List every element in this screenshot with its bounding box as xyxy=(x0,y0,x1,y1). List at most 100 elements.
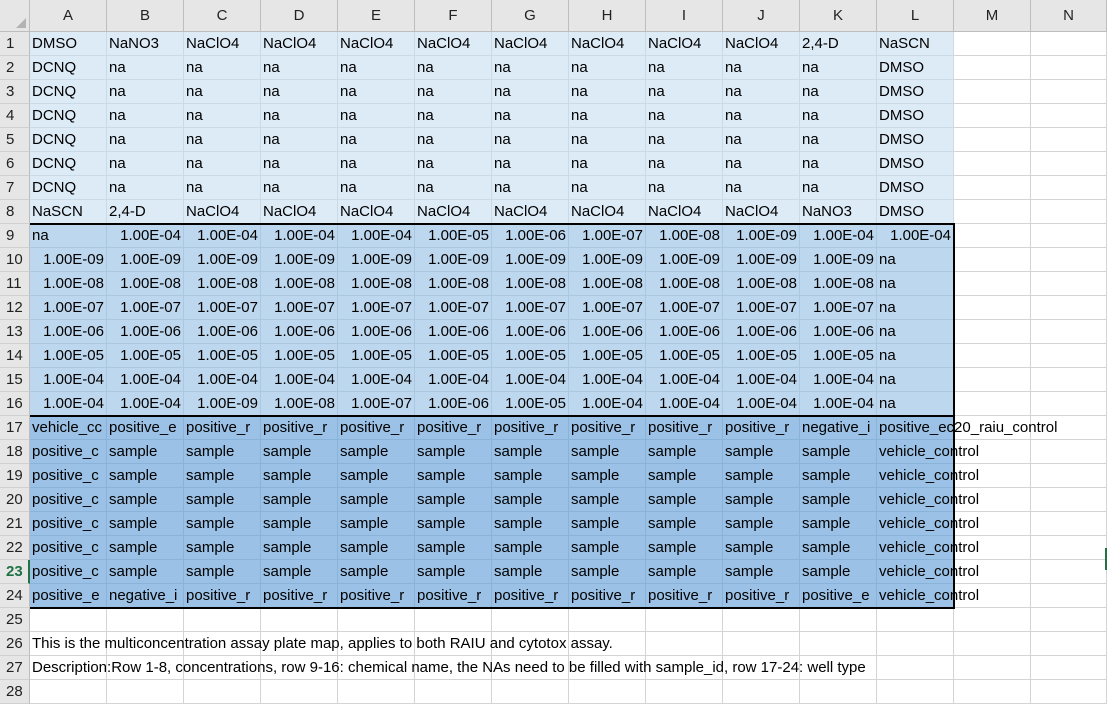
cell-k4[interactable]: na xyxy=(800,104,877,128)
cell-l13[interactable]: na xyxy=(877,320,954,344)
cell-e24[interactable]: positive_r xyxy=(338,584,415,608)
cell-a28[interactable] xyxy=(30,680,107,704)
cell-b1[interactable]: NaNO3 xyxy=(107,32,184,56)
row-header-12[interactable]: 12 xyxy=(0,296,30,320)
cell-j4[interactable]: na xyxy=(723,104,800,128)
cell-d24[interactable]: positive_r xyxy=(261,584,338,608)
cell-c3[interactable]: na xyxy=(184,80,261,104)
cell-b6[interactable]: na xyxy=(107,152,184,176)
cell-f15[interactable]: 1.00E-04 xyxy=(415,368,492,392)
cell-f13[interactable]: 1.00E-06 xyxy=(415,320,492,344)
cell-b17[interactable]: positive_e xyxy=(107,416,184,440)
cell-m28[interactable] xyxy=(954,680,1031,704)
cell-k3[interactable]: na xyxy=(800,80,877,104)
cell-a14[interactable]: 1.00E-05 xyxy=(30,344,107,368)
row-header-16[interactable]: 16 xyxy=(0,392,30,416)
cell-e10[interactable]: 1.00E-09 xyxy=(338,248,415,272)
cell-l5[interactable]: DMSO xyxy=(877,128,954,152)
cell-f25[interactable] xyxy=(415,608,492,632)
cell-n28[interactable] xyxy=(1031,680,1107,704)
cell-n10[interactable] xyxy=(1031,248,1107,272)
cell-m1[interactable] xyxy=(954,32,1031,56)
cell-l6[interactable]: DMSO xyxy=(877,152,954,176)
cell-l16[interactable]: na xyxy=(877,392,954,416)
cell-g27[interactable] xyxy=(492,656,569,680)
cell-i1[interactable]: NaClO4 xyxy=(646,32,723,56)
cell-l3[interactable]: DMSO xyxy=(877,80,954,104)
row-header-18[interactable]: 18 xyxy=(0,440,30,464)
cell-b27[interactable] xyxy=(107,656,184,680)
cell-d19[interactable]: sample xyxy=(261,464,338,488)
cell-h22[interactable]: sample xyxy=(569,536,646,560)
column-header-g[interactable]: G xyxy=(492,0,569,32)
cell-f1[interactable]: NaClO4 xyxy=(415,32,492,56)
cell-b20[interactable]: sample xyxy=(107,488,184,512)
cell-i2[interactable]: na xyxy=(646,56,723,80)
cell-m3[interactable] xyxy=(954,80,1031,104)
cell-i23[interactable]: sample xyxy=(646,560,723,584)
cell-k27[interactable] xyxy=(800,656,877,680)
cell-h14[interactable]: 1.00E-05 xyxy=(569,344,646,368)
row-header-25[interactable]: 25 xyxy=(0,608,30,632)
cell-a7[interactable]: DCNQ xyxy=(30,176,107,200)
cell-n8[interactable] xyxy=(1031,200,1107,224)
cell-e19[interactable]: sample xyxy=(338,464,415,488)
row-header-10[interactable]: 10 xyxy=(0,248,30,272)
cell-l27[interactable] xyxy=(877,656,954,680)
cell-i27[interactable] xyxy=(646,656,723,680)
cell-f19[interactable]: sample xyxy=(415,464,492,488)
cell-a2[interactable]: DCNQ xyxy=(30,56,107,80)
cell-i22[interactable]: sample xyxy=(646,536,723,560)
cell-m24[interactable] xyxy=(954,584,1031,608)
cell-a21[interactable]: positive_c xyxy=(30,512,107,536)
cell-k19[interactable]: sample xyxy=(800,464,877,488)
cell-n12[interactable] xyxy=(1031,296,1107,320)
cell-g28[interactable] xyxy=(492,680,569,704)
cell-g2[interactable]: na xyxy=(492,56,569,80)
cell-l28[interactable] xyxy=(877,680,954,704)
cell-a11[interactable]: 1.00E-08 xyxy=(30,272,107,296)
cell-f17[interactable]: positive_r xyxy=(415,416,492,440)
cell-c13[interactable]: 1.00E-06 xyxy=(184,320,261,344)
cell-i12[interactable]: 1.00E-07 xyxy=(646,296,723,320)
cell-h17[interactable]: positive_r xyxy=(569,416,646,440)
cell-n21[interactable] xyxy=(1031,512,1107,536)
cell-e6[interactable]: na xyxy=(338,152,415,176)
cell-f9[interactable]: 1.00E-05 xyxy=(415,224,492,248)
cell-a4[interactable]: DCNQ xyxy=(30,104,107,128)
cell-h16[interactable]: 1.00E-04 xyxy=(569,392,646,416)
cell-b3[interactable]: na xyxy=(107,80,184,104)
cell-f11[interactable]: 1.00E-08 xyxy=(415,272,492,296)
cell-e4[interactable]: na xyxy=(338,104,415,128)
cell-j17[interactable]: positive_r xyxy=(723,416,800,440)
cell-j20[interactable]: sample xyxy=(723,488,800,512)
cell-k23[interactable]: sample xyxy=(800,560,877,584)
cell-g24[interactable]: positive_r xyxy=(492,584,569,608)
column-header-f[interactable]: F xyxy=(415,0,492,32)
cell-a9[interactable]: na xyxy=(30,224,107,248)
cell-l20[interactable]: vehicle_control xyxy=(877,488,979,512)
cell-c6[interactable]: na xyxy=(184,152,261,176)
cell-m12[interactable] xyxy=(954,296,1031,320)
cell-g7[interactable]: na xyxy=(492,176,569,200)
cell-b24[interactable]: negative_i xyxy=(107,584,184,608)
cell-j28[interactable] xyxy=(723,680,800,704)
cell-b10[interactable]: 1.00E-09 xyxy=(107,248,184,272)
cell-d23[interactable]: sample xyxy=(261,560,338,584)
cell-d16[interactable]: 1.00E-08 xyxy=(261,392,338,416)
cell-e7[interactable]: na xyxy=(338,176,415,200)
cell-c19[interactable]: sample xyxy=(184,464,261,488)
cell-j7[interactable]: na xyxy=(723,176,800,200)
cell-d28[interactable] xyxy=(261,680,338,704)
cell-a19[interactable]: positive_c xyxy=(30,464,107,488)
column-header-b[interactable]: B xyxy=(107,0,184,32)
cell-k20[interactable]: sample xyxy=(800,488,877,512)
row-header-22[interactable]: 22 xyxy=(0,536,30,560)
cell-n24[interactable] xyxy=(1031,584,1107,608)
cell-i25[interactable] xyxy=(646,608,723,632)
cell-j16[interactable]: 1.00E-04 xyxy=(723,392,800,416)
cell-h7[interactable]: na xyxy=(569,176,646,200)
cell-e26[interactable] xyxy=(338,632,415,656)
cell-k1[interactable]: 2,4-D xyxy=(800,32,877,56)
cell-d12[interactable]: 1.00E-07 xyxy=(261,296,338,320)
